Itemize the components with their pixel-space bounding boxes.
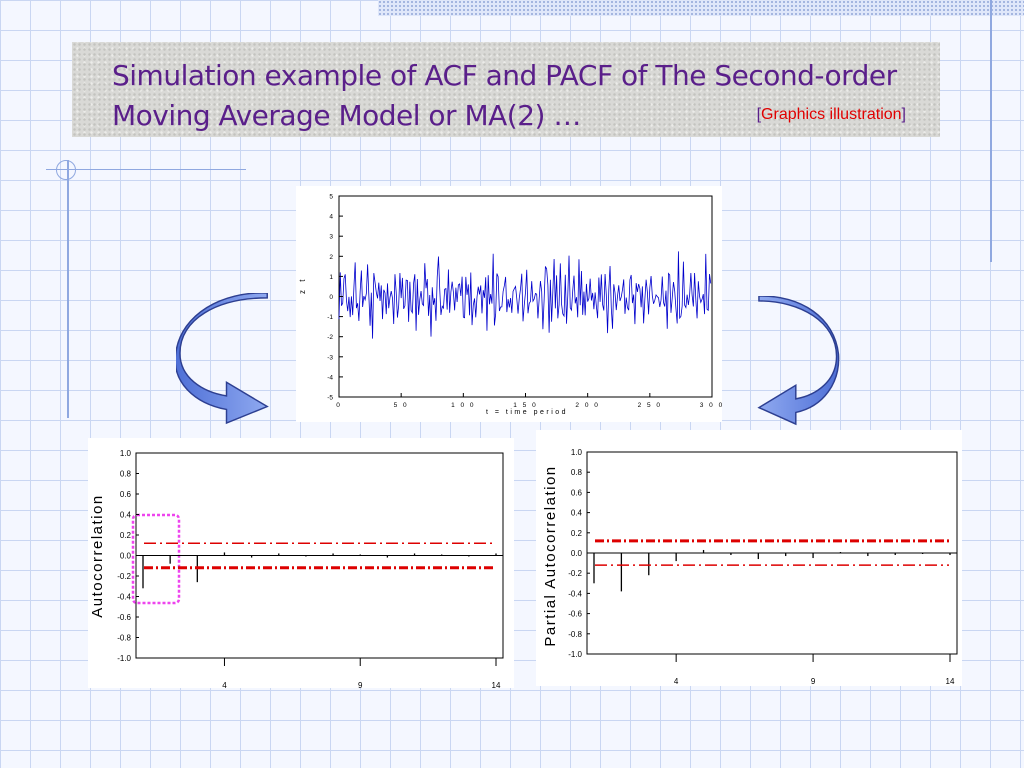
title-line-1: Simulation example of ACF and PACF of Th… [112, 59, 897, 92]
pacf-y-tick-label: 0.6 [571, 488, 583, 497]
pacf-y-tick-label: 0.0 [571, 549, 583, 558]
right-curved-arrow-icon [757, 296, 840, 426]
decor-vertical-line-right [990, 0, 992, 262]
ts-x-label: t = time period [486, 409, 568, 416]
decor-vertical-line-left [67, 160, 69, 418]
pacf-y-tick-label: -0.2 [568, 569, 582, 578]
pacf-panel: Partial Autocorrelation 1.0 0.8 0.6 0.4 0.2 0… [536, 430, 962, 686]
ts-x-tick-label: 3 0 0 [700, 402, 722, 409]
acf-y-tick-label: -0.8 [117, 634, 131, 643]
ts-y-label: z t [298, 277, 307, 294]
acf-y-tick-label: -0.4 [117, 593, 131, 602]
ts-x-tick-label: 1 0 0 [451, 402, 475, 409]
ts-y-tick-label: -3 [327, 354, 333, 361]
top-decor-stripe [378, 0, 1024, 16]
ts-y-tick-label: 3 [329, 234, 333, 241]
decor-circle [56, 160, 76, 180]
pacf-y-tick-label: 0.8 [571, 468, 583, 477]
acf-y-tick-label: 1.0 [120, 449, 132, 458]
ts-y-tick-label: 5 [329, 194, 333, 201]
ts-x-tick-label: 1 5 0 [513, 402, 537, 409]
acf-y-tick-label: 0.4 [120, 511, 132, 520]
link-bracket-open: [ [756, 106, 762, 123]
acf-y-tick-label: 0.2 [120, 531, 132, 540]
acf-x-tick-label: 14 [492, 681, 501, 688]
pacf-y-tick-label: 0.4 [571, 509, 583, 518]
decor-horizontal-line [46, 169, 246, 170]
pacf-x-tick-label: 14 [946, 677, 955, 686]
acf-y-tick-label: -0.6 [117, 613, 131, 622]
acf-y-tick-label: 0.8 [120, 470, 132, 479]
ts-y-tick-label: 2 [329, 254, 333, 261]
ts-y-tick-label: 0 [329, 294, 333, 301]
acf-x-tick-label: 4 [222, 681, 227, 688]
pacf-y-tick-label: 1.0 [571, 448, 583, 457]
pacf-y-tick-label: -0.6 [568, 610, 582, 619]
ts-y-tick-label: -2 [327, 334, 333, 341]
ts-y-tick-label: 4 [329, 214, 333, 221]
link-label: Graphics illustration [761, 106, 902, 123]
acf-y-tick-label: 0.0 [120, 552, 132, 561]
ts-y-tick-label: -5 [327, 395, 333, 402]
ts-x-tick-label: 2 5 0 [638, 402, 662, 409]
acf-y-tick-label: -1.0 [117, 654, 131, 663]
pacf-y-tick-label: 0.2 [571, 529, 583, 538]
ts-series-line [338, 251, 712, 339]
pacf-y-tick-label: -1.0 [568, 650, 582, 659]
acf-y-tick-label: 0.6 [120, 490, 132, 499]
title-banner: Simulation example of ACF and PACF of Th… [72, 42, 940, 137]
acf-y-tick-label: -0.2 [117, 572, 131, 581]
acf-y-label: Autocorrelation [89, 494, 106, 617]
time-series-panel: z t t = time period 5 4 3 2 1 0 -1 -2 -3 -4 -5 0 5 0… [296, 186, 722, 422]
left-curved-arrow-icon [176, 293, 269, 425]
acf-chart: Autocorrelation 1.0 0.8 0.6 0.4 0.2 0.0 -0.2 -0… [89, 449, 504, 690]
acf-panel: Autocorrelation 1.0 0.8 0.6 0.4 0.2 0.0 -0.2 -0… [88, 438, 514, 690]
pacf-y-tick-label: -0.8 [568, 630, 582, 639]
pacf-y-tick-label: -0.4 [568, 589, 582, 598]
ts-y-tick-label: 1 [329, 274, 333, 281]
ts-x-tick-label: 0 [336, 402, 342, 409]
graphics-illustration-link[interactable]: [Graphics illustration] [757, 106, 906, 124]
acf-x-tick-label: 9 [358, 681, 363, 688]
ts-y-tick-label: -4 [327, 374, 333, 381]
ts-x-tick-label: 5 0 [394, 402, 409, 409]
pacf-chart: Partial Autocorrelation 1.0 0.8 0.6 0.4 0.2 0… [542, 448, 958, 686]
pacf-x-tick-label: 9 [811, 677, 816, 686]
slide-title: Simulation example of ACF and PACF of Th… [112, 56, 932, 136]
link-bracket-close: ] [901, 106, 906, 123]
acf-highlight-box [131, 513, 181, 605]
ts-y-tick-label: -1 [327, 314, 333, 321]
pacf-x-tick-label: 4 [674, 677, 679, 686]
pacf-y-label: Partial Autocorrelation [542, 465, 559, 646]
title-line-2: Moving Average Model or MA(2) … [112, 99, 581, 132]
ts-x-tick-label: 2 0 0 [575, 402, 599, 409]
